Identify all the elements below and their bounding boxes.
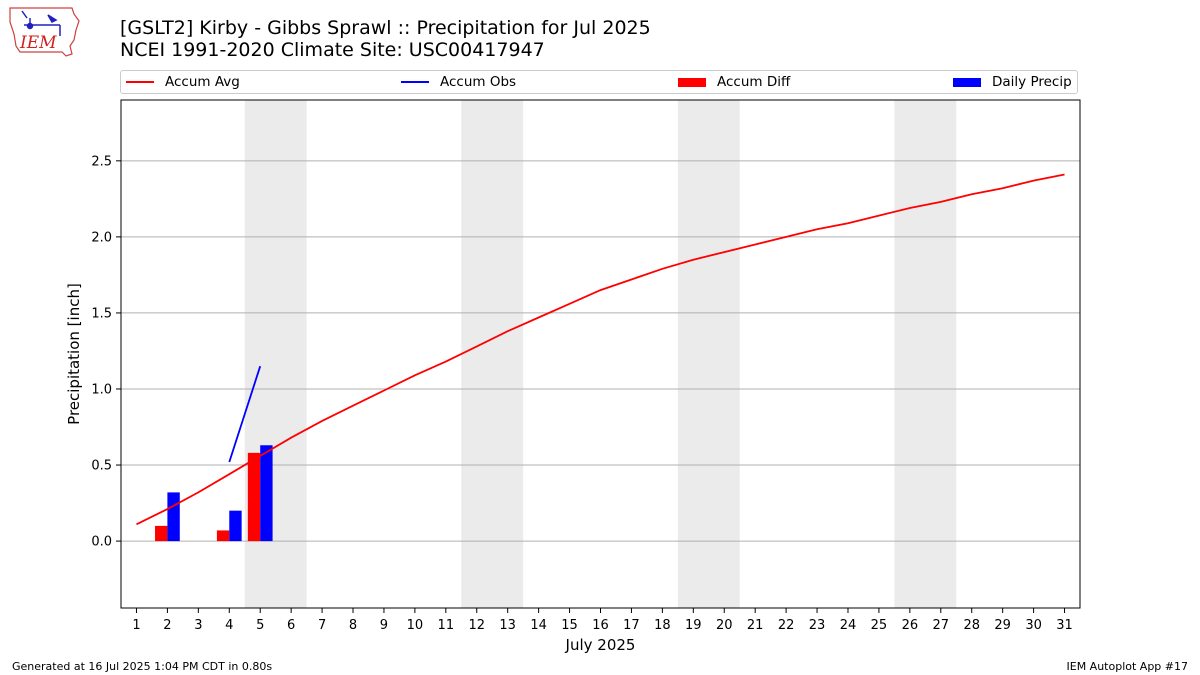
accum-avg-line bbox=[136, 173, 1065, 526]
x-tick-label: 14 bbox=[530, 618, 547, 633]
daily-precip-bar bbox=[167, 492, 180, 542]
weather-station-icon bbox=[21, 10, 61, 36]
legend-label: Daily Precip bbox=[992, 74, 1072, 90]
x-tick-label: 9 bbox=[380, 618, 388, 633]
x-tick-label: 29 bbox=[994, 618, 1011, 633]
x-tick-label: 15 bbox=[561, 618, 578, 633]
legend-label: Accum Obs bbox=[440, 74, 517, 90]
x-tick-label: 18 bbox=[654, 618, 671, 633]
legend-swatch bbox=[953, 77, 981, 87]
x-tick-label: 13 bbox=[499, 618, 516, 633]
grid-lines bbox=[121, 160, 1080, 542]
legend-item-accum-diff: Accum Diff bbox=[678, 74, 790, 90]
y-axis: 0.0 0.5 1.0 1.5 2.0 2.5 bbox=[91, 154, 121, 550]
y-tick-label: 1.5 bbox=[91, 306, 112, 321]
x-tick-label: 28 bbox=[963, 618, 980, 633]
y-axis-label: Precipitation [inch] bbox=[65, 283, 83, 425]
y-tick-label: 2.0 bbox=[91, 230, 112, 245]
x-axis-label: July 2025 bbox=[565, 636, 636, 654]
chart-title: [GSLT2] Kirby - Gibbs Sprawl :: Precipit… bbox=[120, 17, 651, 39]
x-tick-label: 24 bbox=[840, 618, 857, 633]
legend: Accum Avg Accum Obs Accum Diff Daily Pre… bbox=[120, 70, 1078, 94]
legend-swatch bbox=[401, 81, 429, 83]
accum-diff-bar bbox=[155, 525, 168, 542]
iowa-state-outline bbox=[9, 7, 80, 57]
x-tick-label: 3 bbox=[194, 618, 202, 633]
x-tick-label: 20 bbox=[716, 618, 733, 633]
y-tick-label: 0.5 bbox=[91, 459, 112, 474]
x-tick-label: 2 bbox=[163, 618, 171, 633]
x-tick-label: 1 bbox=[132, 618, 140, 633]
accum-diff-bar bbox=[247, 452, 261, 542]
x-tick-label: 5 bbox=[256, 618, 264, 633]
y-tick-label: 2.5 bbox=[91, 154, 112, 169]
x-tick-label: 11 bbox=[438, 618, 455, 633]
x-tick-label: 21 bbox=[747, 618, 764, 633]
accum-diff-bar bbox=[216, 530, 230, 542]
legend-swatch bbox=[678, 77, 706, 87]
x-tick-label: 17 bbox=[623, 618, 640, 633]
legend-item-accum-avg: Accum Avg bbox=[126, 74, 240, 90]
legend-item-daily-precip: Daily Precip bbox=[953, 74, 1072, 90]
accum-obs-line bbox=[228, 365, 262, 463]
chart-subtitle: NCEI 1991-2020 Climate Site: USC00417947 bbox=[120, 39, 545, 61]
x-tick-label: 19 bbox=[685, 618, 702, 633]
y-tick-label: 0.0 bbox=[91, 535, 112, 550]
weekend-band bbox=[894, 100, 957, 608]
lines bbox=[136, 173, 1065, 526]
x-tick-label: 23 bbox=[809, 618, 826, 633]
x-tick-label: 12 bbox=[468, 618, 485, 633]
x-tick-label: 31 bbox=[1056, 618, 1073, 633]
iem-logo-text: IEM bbox=[19, 33, 57, 53]
daily-precip-bar bbox=[229, 510, 242, 542]
iem-logo: IEM bbox=[9, 7, 80, 57]
weekend-band bbox=[677, 100, 740, 608]
weekend-shading bbox=[244, 100, 957, 608]
weekend-band bbox=[461, 100, 524, 608]
x-tick-label: 7 bbox=[318, 618, 326, 633]
x-tick-label: 4 bbox=[225, 618, 233, 633]
x-tick-label: 25 bbox=[871, 618, 888, 633]
bars bbox=[155, 445, 273, 542]
legend-label: Accum Avg bbox=[165, 74, 240, 90]
x-tick-label: 8 bbox=[349, 618, 357, 633]
x-tick-label: 26 bbox=[902, 618, 919, 633]
legend-swatch bbox=[126, 81, 154, 83]
legend-item-accum-obs: Accum Obs bbox=[401, 74, 516, 90]
x-axis: 1 2 3 4 5 6 7 8 9 10 11 12 13 14 15 16 17 18 19 20 21 22 23 24 2… bbox=[132, 608, 1073, 633]
x-tick-label: 16 bbox=[592, 618, 609, 633]
daily-precip-bar bbox=[260, 445, 273, 542]
x-tick-label: 27 bbox=[933, 618, 950, 633]
x-tick-label: 30 bbox=[1025, 618, 1042, 633]
app-credit: IEM Autoplot App #17 bbox=[1066, 660, 1189, 673]
x-tick-label: 22 bbox=[778, 618, 795, 633]
y-tick-label: 1.0 bbox=[91, 382, 112, 397]
x-tick-label: 6 bbox=[287, 618, 295, 633]
x-tick-label: 10 bbox=[407, 618, 424, 633]
generated-timestamp: Generated at 16 Jul 2025 1:04 PM CDT in … bbox=[12, 660, 273, 673]
legend-label: Accum Diff bbox=[717, 74, 791, 90]
